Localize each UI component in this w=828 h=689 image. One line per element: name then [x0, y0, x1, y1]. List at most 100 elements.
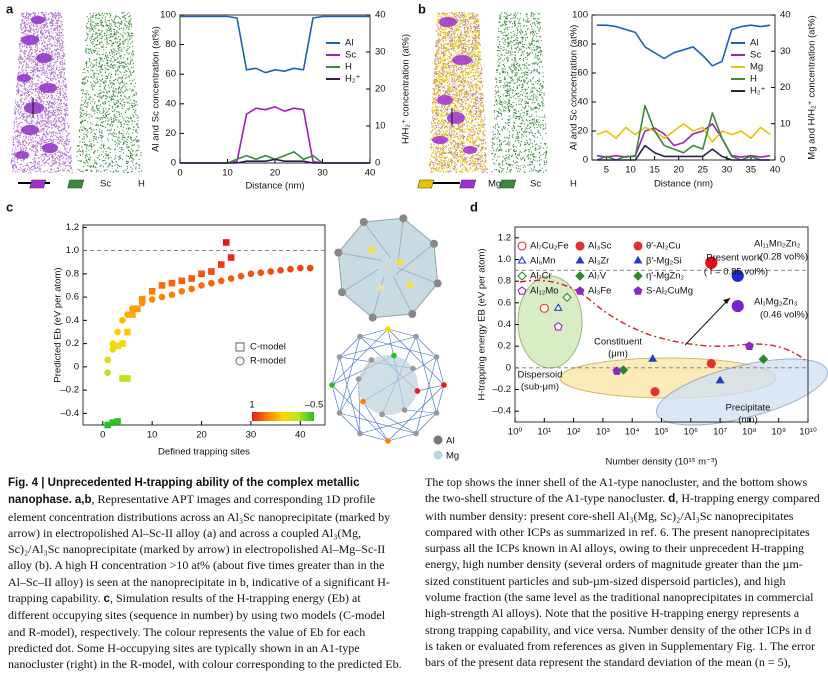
annotation: (sub-μm): [521, 382, 559, 393]
legend-label: R-model: [250, 356, 286, 367]
annotation: (μm): [608, 349, 628, 360]
precipitate-blob: [452, 55, 472, 65]
point: [168, 279, 176, 287]
series-line: [180, 106, 370, 164]
legend-label: Al: [446, 436, 454, 447]
atom: [385, 438, 391, 444]
x-tick-label: 10⁰: [508, 427, 523, 438]
y-tick-label: 20: [165, 128, 176, 139]
highlight-point: [730, 268, 745, 283]
point: [277, 267, 284, 274]
point: [648, 354, 658, 362]
cluster-edge: [393, 276, 413, 315]
panel-label: c: [6, 199, 13, 214]
x-tick-label: 10: [222, 168, 233, 179]
colorbar-label: –0.5: [305, 400, 324, 411]
caption-text: , H-trapping energy compared with number…: [425, 491, 820, 670]
precipitate-blob: [17, 74, 31, 82]
atom: [357, 430, 363, 437]
trend-curve: [519, 279, 806, 361]
x-tick-label: 20: [673, 165, 684, 176]
point: [247, 270, 255, 278]
precipitate-blob: [42, 143, 58, 153]
legend-label: Sc: [345, 50, 356, 61]
cluster-bond: [362, 401, 389, 442]
legend-swatch: [417, 179, 435, 189]
y-tick-label: 100: [160, 10, 176, 21]
precipitate-blob: [24, 102, 44, 114]
y-tick-label: 0.2: [66, 338, 79, 349]
y-axis-title: Al and Sc concentration (at%): [151, 26, 162, 152]
y-axis-title: H-trapping energy EB (eV per atom): [477, 248, 488, 400]
y-tick-label: 80: [577, 39, 588, 50]
y-axis-title: Predicted Eb (eV per atom): [53, 267, 64, 382]
caption-text: , Simulation results of the H-trapping e…: [8, 475, 808, 672]
legend-label: Al: [345, 38, 353, 49]
atom: [336, 410, 343, 416]
y-tick-label: –0.4: [61, 408, 80, 419]
series-line: [180, 15, 370, 74]
atom: [399, 214, 408, 223]
y2-tick-label: 40: [780, 10, 791, 21]
x-tick-label: 10¹⁰: [799, 427, 817, 438]
atom: [408, 309, 417, 318]
cluster-bond: [339, 336, 417, 358]
point: [562, 292, 572, 303]
cluster-edge: [341, 269, 379, 293]
annotation: Al₁₁Mn₂Zn₂: [754, 239, 801, 250]
atom: [414, 388, 421, 394]
legend-label: S-Al₂CuMg: [646, 286, 693, 297]
point: [237, 272, 245, 280]
point: [217, 277, 225, 285]
y2-tick-label: 40: [375, 10, 386, 21]
atom: [357, 333, 363, 340]
point: [114, 328, 121, 336]
legend-marker: [633, 271, 643, 281]
x-tick-label: 10: [147, 430, 158, 441]
series-line: [180, 158, 370, 164]
x-tick-label: 10⁵: [654, 427, 669, 438]
point: [188, 275, 195, 282]
point: [138, 296, 146, 303]
legend-marker: [575, 241, 585, 251]
point: [148, 287, 156, 295]
point: [297, 264, 304, 272]
cluster-bond: [417, 384, 445, 392]
point: [114, 418, 121, 425]
annotation: Dispersoid: [518, 370, 563, 381]
precipitate-region: [655, 358, 828, 426]
point: [109, 340, 116, 347]
point: [138, 299, 146, 307]
point: [104, 369, 111, 376]
legend-label: Al₇Cr: [530, 271, 552, 282]
x-tick-label: 40: [295, 430, 306, 441]
legend-label: Al₇Cu₂Fe: [530, 241, 569, 252]
x-tick-label: 10⁸: [742, 427, 757, 438]
legend-swatch: [29, 179, 47, 189]
highlight-point: [704, 255, 719, 270]
legend-marker: [235, 356, 245, 366]
cluster-bond: [331, 384, 340, 414]
point: [618, 365, 629, 375]
cluster-bond: [331, 328, 389, 386]
cluster-bond: [436, 384, 445, 414]
point: [178, 277, 186, 285]
atom: [379, 411, 385, 418]
y-tick-label: 1.0: [66, 245, 79, 256]
point: [612, 366, 622, 375]
cluster-bond: [359, 328, 389, 337]
y-tick-label: 0.8: [66, 268, 79, 279]
atom: [433, 354, 440, 360]
legend-label: Al₁₂Mo: [530, 286, 559, 297]
y-tick-label: 20: [577, 126, 588, 137]
series-line: [596, 24, 771, 67]
series-line: [596, 123, 771, 143]
legend-marker: [517, 271, 527, 281]
point: [134, 305, 141, 313]
cluster-bond: [339, 412, 417, 434]
atom: [429, 239, 438, 248]
atom: [413, 430, 419, 437]
y-tick-label: 0.8: [498, 276, 511, 287]
y-tick-label: 40: [577, 97, 588, 108]
legend-swatch: [67, 179, 85, 189]
